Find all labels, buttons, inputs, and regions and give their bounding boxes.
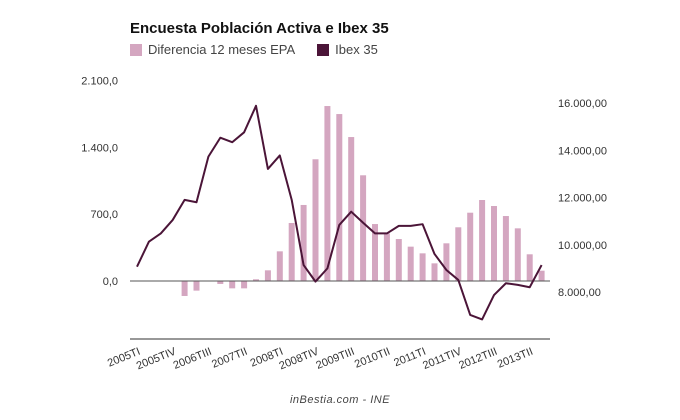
bar-2006TII (193, 281, 200, 291)
bar-2009TI (324, 106, 331, 281)
x-axis-tick-label: 2011TIV (421, 345, 464, 372)
bar-2007TII (241, 281, 248, 289)
right-axis-tick-label: 10.000,00 (558, 240, 607, 252)
x-axis-tick-label: 2007TII (210, 346, 249, 371)
chart-title: Encuesta Población Activa e Ibex 35 (130, 20, 389, 37)
bar-2011TIV (455, 227, 462, 281)
bar-2009TII (336, 114, 343, 281)
bar-2006TI (181, 281, 188, 296)
source-credit: inBestia.com - INE (289, 394, 391, 406)
bar-2013TII (526, 254, 533, 281)
bar-2007TI (229, 281, 236, 289)
legend: Diferencia 12 meses EPA Ibex 35 (130, 42, 400, 57)
x-axis-tick-label: 2012TIII (457, 346, 499, 372)
bar-2008TI (276, 251, 283, 281)
bar-2008TIII (300, 204, 307, 281)
bar-2010TI (372, 224, 378, 281)
bar-2013TI (514, 228, 521, 281)
bar-2012TII (479, 200, 486, 281)
bar-2011TII (431, 263, 438, 281)
legend-item-ibex: Ibex 35 (317, 42, 378, 57)
bar-2009TIV (360, 175, 367, 281)
bar-2010TIV (407, 246, 414, 281)
bar-2007TIV (264, 270, 271, 281)
bar-2012TIII (491, 206, 497, 281)
x-axis-tick-label: 2013TII (496, 346, 535, 371)
left-axis-tick-label: 2.100,0 (81, 76, 118, 88)
bar-2011TIII (443, 243, 450, 281)
legend-label-ibex: Ibex 35 (335, 42, 378, 57)
bar-2011TI (419, 253, 426, 281)
left-axis-tick-label: 1.400,0 (81, 142, 118, 154)
x-axis-tick-label: 2008TIV (278, 345, 322, 372)
left-axis-tick-label: 0,0 (103, 276, 118, 288)
legend-label-epa: Diferencia 12 meses EPA (148, 42, 296, 57)
bar-2012TIV (502, 216, 509, 281)
right-axis-tick-label: 8.000,00 (558, 287, 601, 299)
bar-2008TII (288, 222, 295, 281)
right-axis-tick-label: 16.000,00 (558, 98, 607, 110)
x-axis-tick-label: 2006TIII (172, 346, 214, 372)
bar-2008TIV (312, 159, 319, 281)
x-axis-tick-label: 2009TIII (314, 346, 356, 372)
legend-item-epa: Diferencia 12 meses EPA (130, 42, 295, 57)
bar-2013TIII (538, 270, 545, 281)
right-axis-tick-label: 12.000,00 (558, 193, 607, 205)
bar-2006TIV (217, 281, 224, 284)
right-axis-tick-label: 14.000,00 (558, 145, 607, 157)
x-axis-tick-label: 2010TII (353, 346, 392, 371)
bar-2012TI (467, 212, 474, 281)
bar-2007TIII (253, 279, 259, 281)
x-axis-tick-label: 2005TIV (135, 345, 179, 372)
bar-2009TIII (348, 137, 355, 281)
legend-swatch-epa (130, 43, 142, 56)
bar-2010TII (383, 233, 390, 281)
left-axis-tick-label: 700,0 (90, 209, 118, 221)
bar-2010TIII (395, 239, 402, 281)
legend-swatch-ibex (317, 43, 330, 56)
